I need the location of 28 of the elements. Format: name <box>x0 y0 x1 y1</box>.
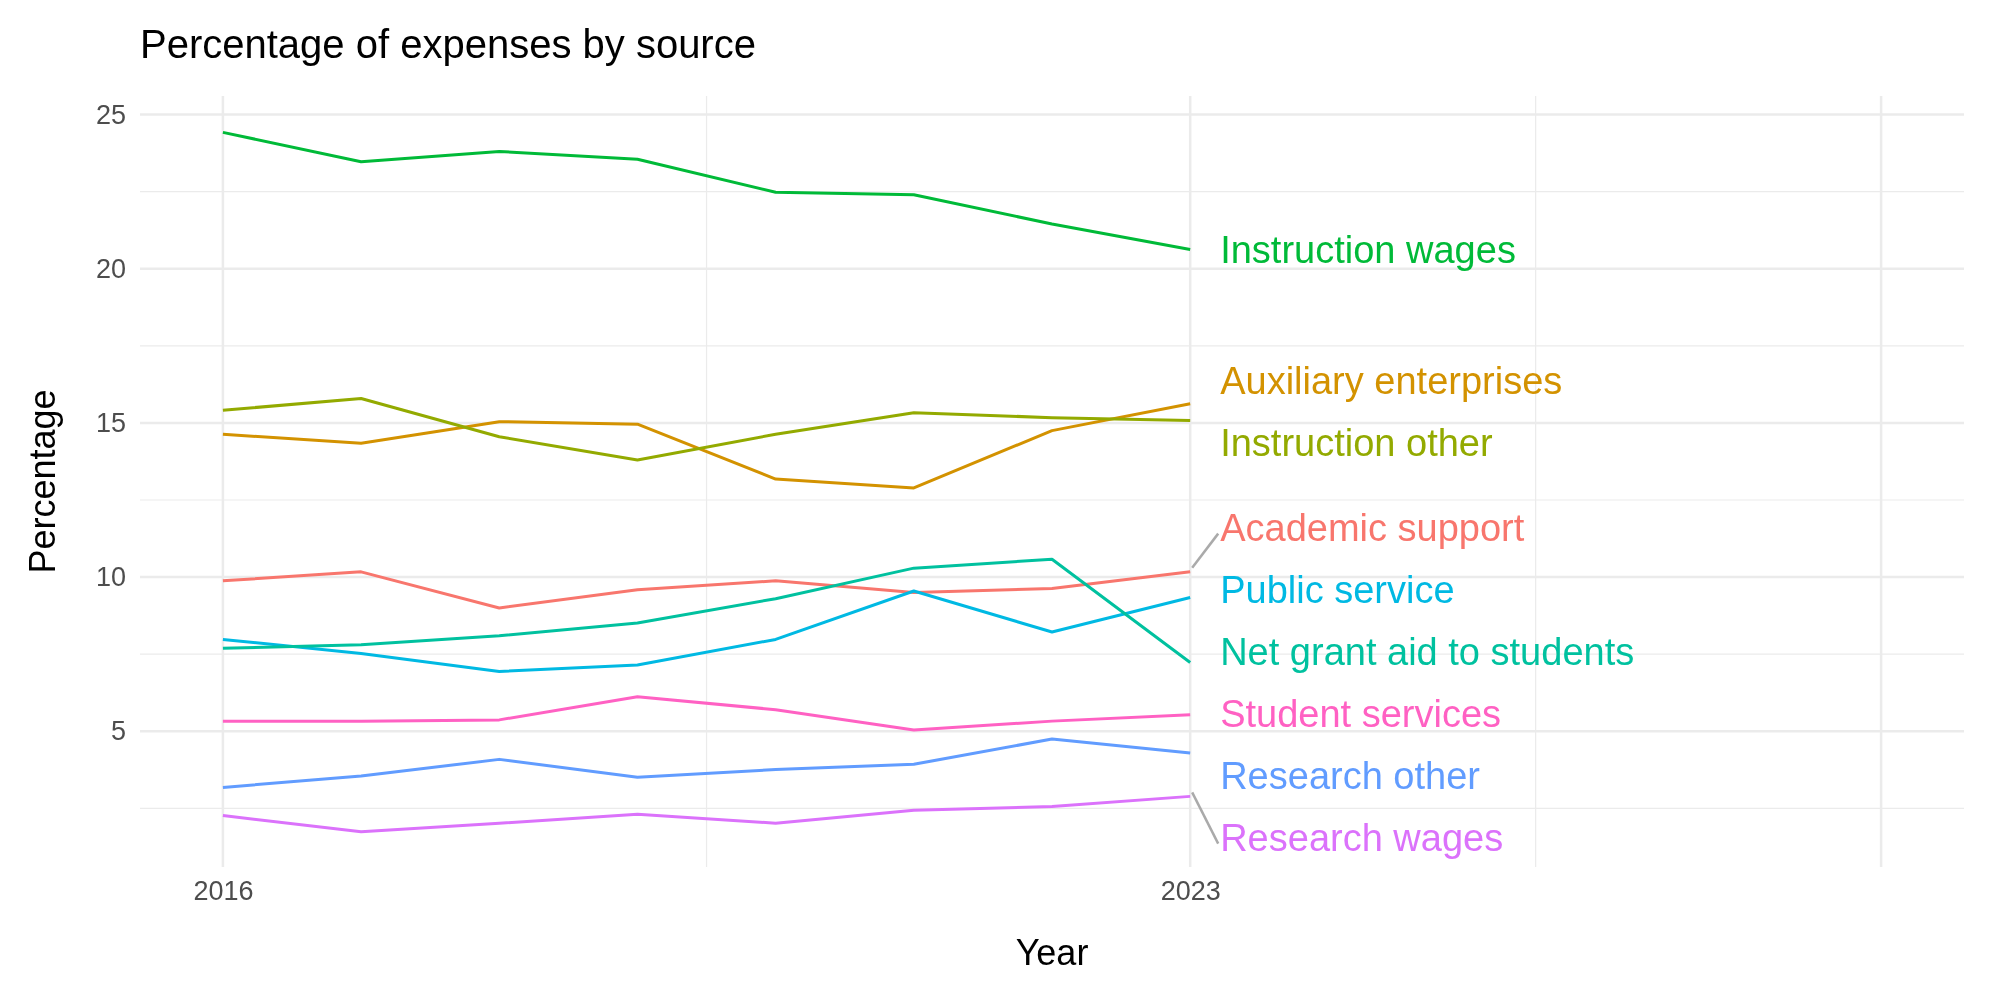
line-series <box>221 130 1192 252</box>
series-label: Instruction wages <box>1220 228 1516 271</box>
x-axis-title: Year <box>1015 932 1089 973</box>
series-label: Auxiliary enterprises <box>1220 360 1563 403</box>
line-series <box>221 557 1192 665</box>
y-tick-label: 25 <box>95 99 126 130</box>
x-tick-label: 2023 <box>1160 876 1221 907</box>
line-series <box>221 589 1192 673</box>
y-axis-title: Percentage <box>22 389 63 574</box>
y-tick-label: 5 <box>110 716 126 747</box>
line-series <box>221 402 1192 490</box>
line-series <box>221 570 1192 610</box>
y-tick-label: 10 <box>95 562 126 593</box>
series-label: Research other <box>1220 754 1481 797</box>
y-tick-label: 20 <box>95 253 126 284</box>
line-series <box>221 695 1192 732</box>
x-tick-label: 2016 <box>193 876 254 907</box>
line-series <box>221 397 1192 462</box>
series-label: Net grant aid to students <box>1220 630 1635 673</box>
series-label: Public service <box>1220 568 1455 611</box>
chart-title: Percentage of expenses by source <box>140 22 756 66</box>
line-series <box>221 737 1192 789</box>
series-label: Instruction other <box>1220 422 1493 465</box>
series-label: Academic support <box>1220 506 1525 549</box>
series-label: Research wages <box>1220 816 1504 859</box>
series-label: Student services <box>1220 692 1502 735</box>
line-series <box>221 794 1192 834</box>
y-tick-label: 15 <box>95 408 126 439</box>
